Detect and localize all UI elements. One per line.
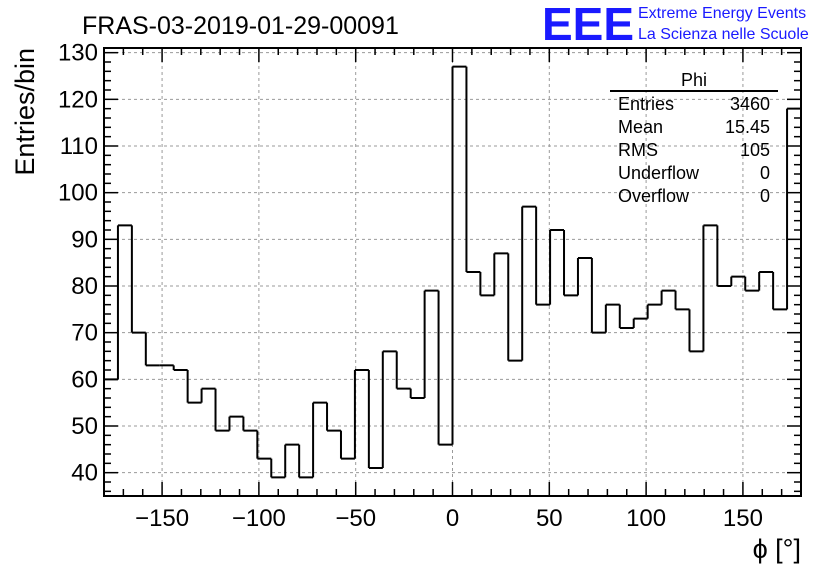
histogram-bin [256,430,272,460]
stats-label: RMS [618,140,658,160]
histogram-bin [786,107,801,310]
histogram-bin [270,458,286,479]
stats-value: 3460 [730,94,770,114]
histogram-bin [716,225,732,287]
histogram-bin [674,290,690,311]
histogram-bin [228,415,244,431]
histogram-bin [618,304,634,329]
histogram-bin [730,275,746,286]
y-tick-label: 60 [71,366,98,393]
histogram-bin [507,253,523,362]
histogram-bin [214,388,230,432]
eee-logo: EEE Extreme Energy Events La Scienza nel… [542,0,809,50]
histogram-bin [549,229,565,305]
histogram-bin [200,387,216,403]
x-tick-label: 0 [446,505,459,532]
logo-mark: EEE [542,0,634,50]
histogram-bin [130,225,146,334]
histogram-bin [395,351,411,390]
histogram-series [103,65,801,496]
histogram-bin [103,378,118,496]
histogram-bin [772,272,788,311]
histogram-bin [284,443,300,478]
histogram-bin [116,224,132,380]
histogram-bin [576,257,592,296]
histogram-bin [688,309,704,353]
x-axis-title: ϕ [°] [753,534,801,564]
stats-label: Entries [618,94,674,114]
histogram-bin [465,66,481,273]
x-tick-label: −50 [335,505,376,532]
histogram-bin [242,416,258,432]
histogram-bin [646,303,662,319]
stats-value: 105 [740,140,770,160]
stats-label: Overflow [618,186,690,206]
stats-box-rows: Entries 3460 Mean 15.45 RMS 105 Underflow 0 Over… [618,94,770,206]
histogram-bin [479,272,495,297]
histogram-bin [186,370,202,404]
y-tick-label: 80 [71,273,98,300]
histogram-bin [339,430,355,460]
y-tick-label: 120 [58,86,98,113]
logo-line-2: La Scienza nelle Scuole [638,26,809,43]
stats-label: Underflow [618,163,700,183]
histogram-bin [590,258,606,334]
histogram-bin [451,65,467,445]
histogram-bin [493,252,509,296]
chart-title: FRAS-03-2019-01-29-00091 [82,12,399,40]
histogram-bin [144,332,160,367]
y-tick-label: 90 [71,226,98,253]
stats-box: Phi Entries 3460 Mean 15.45 RMS 105 Underflow 0… [610,70,778,206]
y-tick-label: 130 [58,40,98,67]
histogram-bin [632,317,648,328]
histogram-bin [423,289,439,398]
y-tick-label: 70 [71,320,98,347]
stats-box-name: Phi [681,70,707,90]
x-axis: −150 −100 −50 0 50 100 150 [103,48,802,532]
y-tick-label: 40 [71,460,98,487]
stats-value: 0 [760,163,770,183]
histogram-bin [326,402,341,432]
histogram-bin [298,444,314,479]
histogram-bin [744,276,760,292]
histogram-bin [409,388,425,399]
stats-label: Mean [618,117,663,137]
y-tick-label: 100 [58,180,98,207]
histogram-bin [381,350,397,468]
histogram-bin [702,224,718,352]
histogram-bin [604,303,620,333]
y-axis-title: Entries/bin [10,48,40,176]
histogram-bin [172,365,188,371]
logo-line-1: Extreme Energy Events [638,5,806,22]
stats-value: 0 [760,186,770,206]
x-tick-label: 100 [626,505,666,532]
x-tick-label: −150 [135,505,189,532]
x-tick-label: 50 [536,505,563,532]
histogram-bin [535,206,551,306]
y-tick-label: 110 [60,133,98,160]
histogram-bin [353,369,369,459]
histogram-bin [758,271,774,291]
histogram-bin [660,289,676,305]
stats-value: 15.45 [725,117,770,137]
x-tick-label: −100 [232,505,286,532]
histogram-bin [521,205,537,361]
histogram-bin [312,401,328,478]
x-tick-label: 150 [723,505,763,532]
histogram-bin [437,290,453,446]
y-axis: 40 50 60 70 80 90 100 110 120 130 [58,40,801,493]
histogram-bin [367,370,383,469]
histogram-bin [563,230,578,297]
y-tick-label: 50 [71,413,98,440]
